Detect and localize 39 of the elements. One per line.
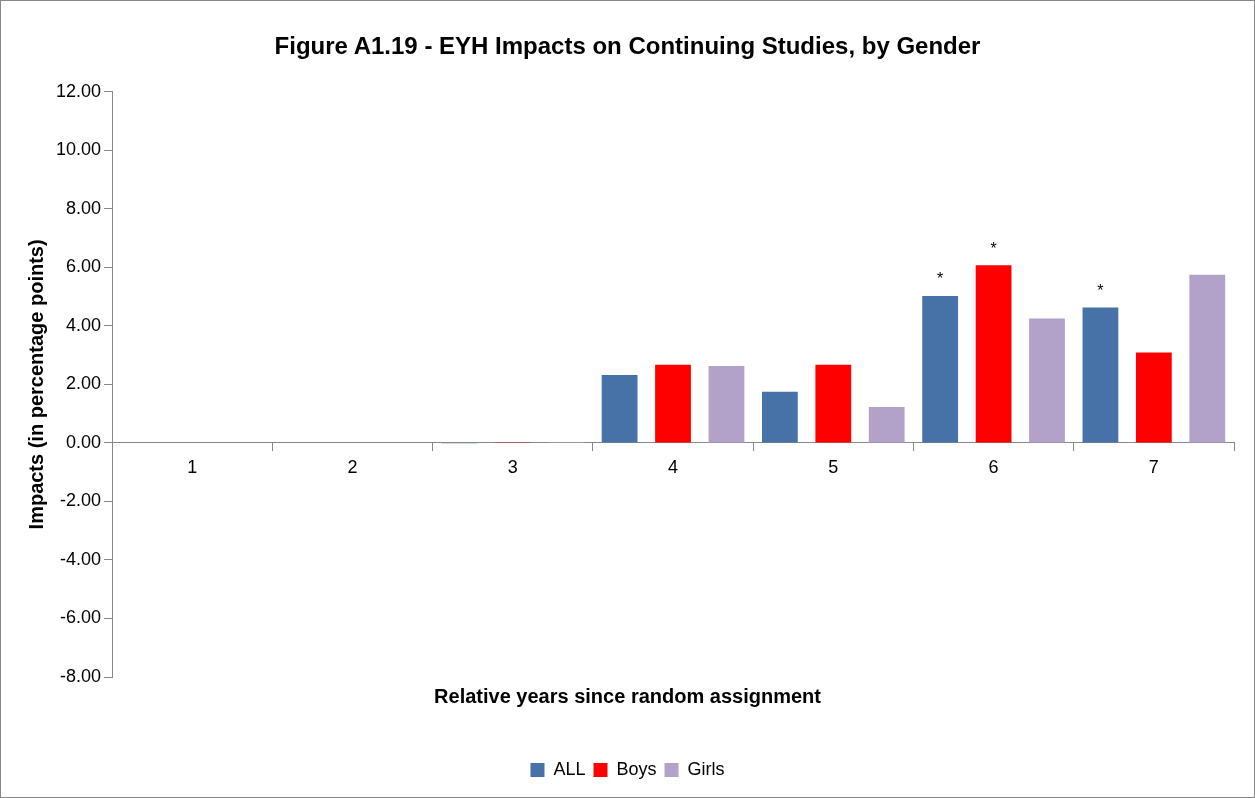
bar: [761, 391, 798, 443]
bar: [1189, 274, 1226, 443]
data-label: *: [1097, 281, 1104, 299]
legend-label: ALL: [553, 758, 586, 779]
x-tick-label: 6: [988, 456, 999, 477]
y-tick-label: 0.00: [66, 431, 102, 452]
bar: [922, 296, 959, 443]
bar: [601, 375, 638, 443]
x-tick-label: 5: [828, 456, 839, 477]
bar: [1082, 307, 1119, 443]
y-tick-label: 8.00: [66, 197, 102, 218]
bar: [815, 364, 852, 443]
y-tick-label: -6.00: [60, 607, 102, 628]
bar: [708, 365, 745, 443]
y-axis-title: Impacts (in percentage points): [24, 239, 47, 530]
bar: [655, 364, 691, 443]
bar: [1029, 318, 1065, 443]
x-tick-label: 3: [507, 456, 518, 477]
y-tick-label: -4.00: [60, 548, 102, 569]
y-tick-label: -8.00: [60, 665, 102, 686]
data-label: *: [990, 239, 997, 257]
data-label: *: [937, 270, 944, 288]
y-tick-label: 2.00: [66, 373, 102, 394]
chart-title: Figure A1.19 - EYH Impacts on Continuing Studies, by Gender: [274, 32, 981, 60]
y-tick-label: 6.00: [66, 256, 102, 277]
legend-label: Girls: [687, 758, 725, 779]
x-axis-title: Relative years since random assignment: [434, 684, 822, 707]
legend-label: Boys: [616, 758, 657, 779]
x-tick-label: 4: [668, 456, 679, 477]
x-tick-label: 2: [347, 456, 358, 477]
x-tick-label: 1: [187, 456, 198, 477]
y-tick-label: -2.00: [60, 490, 102, 511]
y-tick-label: 10.00: [56, 139, 102, 160]
y-tick-label: 4.00: [66, 314, 102, 335]
bar: [868, 406, 905, 443]
x-tick-label: 7: [1148, 456, 1159, 477]
bar: [975, 265, 1012, 443]
bar: [1135, 352, 1172, 443]
y-tick-label: 12.00: [56, 80, 102, 101]
